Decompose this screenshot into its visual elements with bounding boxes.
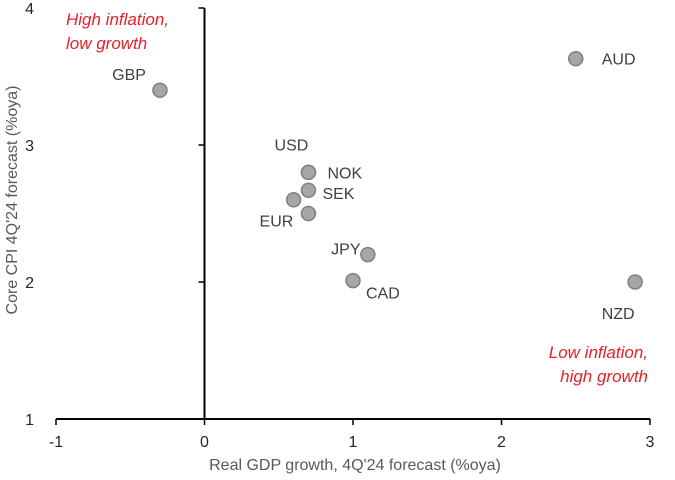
point-label: NOK — [327, 165, 362, 182]
y-tick-label: 2 — [25, 275, 34, 292]
scatter-point — [345, 272, 361, 289]
quadrant-annotation: high growth — [560, 367, 648, 386]
x-tick-label: -1 — [49, 434, 63, 451]
quadrant-annotation: Low inflation, — [549, 343, 648, 362]
quadrant-annotation: low growth — [66, 34, 147, 53]
point-label: NZD — [602, 306, 635, 323]
x-tick-label: 0 — [200, 434, 209, 451]
point-label: AUD — [602, 52, 636, 69]
x-tick-label: 2 — [497, 434, 506, 451]
y-tick-label: 3 — [25, 138, 34, 155]
scatter-point — [360, 246, 376, 263]
point-label: GBP — [112, 67, 146, 84]
point-label: JPY — [331, 242, 361, 259]
y-tick-label: 4 — [25, 1, 34, 18]
quadrant-annotation: High inflation, — [66, 10, 169, 29]
scatter-point — [300, 205, 317, 222]
scatter-point — [568, 50, 584, 67]
scatter-point — [152, 82, 168, 98]
x-axis-title: Real GDP growth, 4Q'24 forecast (%oya) — [209, 457, 501, 474]
x-tick-label: 3 — [646, 434, 655, 451]
point-label: CAD — [366, 286, 400, 303]
scatter-point — [300, 182, 317, 198]
y-tick-label: 1 — [25, 412, 34, 429]
scatter-point — [285, 192, 302, 208]
x-tick-label: 1 — [349, 434, 358, 451]
scatter-point — [300, 164, 317, 181]
point-label: EUR — [260, 214, 294, 231]
y-axis-title: Core CPI 4Q'24 forecast (%oya) — [4, 86, 21, 315]
scatter-point — [627, 274, 643, 290]
point-label: USD — [275, 137, 309, 154]
point-label: SEK — [322, 186, 354, 203]
